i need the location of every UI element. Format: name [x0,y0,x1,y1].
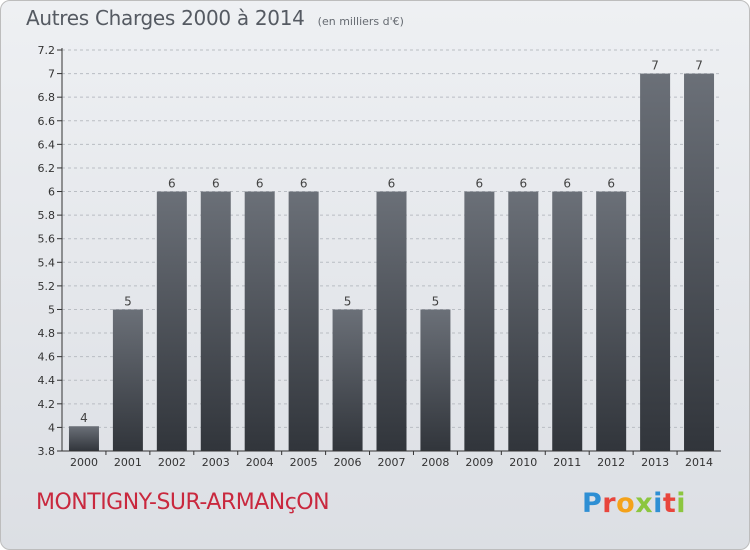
y-tick-label: 6.6 [38,115,56,128]
data-label: 7 [651,59,659,73]
logo-letter: t [662,488,677,519]
city-name: MONTIGNY-SUR-ARMANçON [36,490,330,515]
bar [464,191,495,451]
y-tick-label: 5.6 [38,233,56,246]
x-tick-label: 2000 [70,456,98,469]
bar [420,309,451,451]
x-tick-label: 2009 [465,456,493,469]
chart-subtitle: (en milliers d'€) [317,15,404,28]
data-label: 6 [256,177,264,191]
y-tick-label: 7 [48,68,55,81]
bar [200,191,231,451]
x-tick-label: 2013 [641,456,669,469]
data-label: 5 [344,294,352,308]
y-tick-label: 4.4 [38,374,56,387]
logo-letter: r [602,488,617,519]
axes [57,48,721,455]
y-tick-label: 5.8 [38,209,56,222]
labels: 3.8 4 4.2 4.4 4.6 4.8 5 5.2 5.4 5.6 5.8 6 6.2 6.4 6.6 6… [38,44,714,469]
bar [288,191,319,451]
bar [552,191,583,451]
chart-title: Autres Charges 2000 à 2014 [26,6,305,30]
bar [508,191,539,451]
bar [244,191,275,451]
bar [68,426,99,451]
data-label: 6 [476,177,484,191]
y-tick-label: 6.4 [38,138,56,151]
data-label: 6 [212,177,220,191]
y-tick-label: 4 [48,421,55,434]
x-tick-label: 2014 [685,456,713,469]
data-label: 5 [124,294,132,308]
data-label: 6 [168,177,176,191]
x-tick-label: 2002 [158,456,186,469]
bar [112,309,143,451]
x-tick-label: 2005 [290,456,318,469]
data-label: 7 [695,59,703,73]
data-label: 6 [519,177,527,191]
logo-letter: i [653,488,663,519]
y-tick-label: 5.2 [38,280,56,293]
data-label: 6 [300,177,308,191]
x-tick-label: 2011 [553,456,581,469]
data-label: 6 [607,177,615,191]
data-label: 6 [388,177,396,191]
logo-letter: x [635,488,654,519]
data-label: 5 [432,294,440,308]
y-tick-label: 6.8 [38,91,56,104]
y-tick-label: 6.2 [38,162,56,175]
y-tick-label: 5 [48,303,55,316]
data-label: 6 [563,177,571,191]
x-tick-label: 2010 [509,456,537,469]
x-tick-label: 2008 [421,456,449,469]
y-tick-label: 4.8 [38,327,56,340]
bar [684,73,715,452]
logo-letter: i [676,488,687,519]
bar [596,191,627,451]
bar [156,191,187,451]
x-tick-label: 2007 [378,456,406,469]
x-tick-label: 2012 [597,456,625,469]
bar [376,191,407,451]
y-tick-label: 3.8 [38,445,56,458]
logo-letter: o [616,488,636,519]
y-tick-label: 7.2 [38,44,56,57]
y-tick-label: 5.4 [38,256,56,269]
x-tick-label: 2003 [202,456,230,469]
x-tick-label: 2006 [334,456,362,469]
bar [332,309,363,451]
y-tick-label: 6 [48,186,55,199]
chart-title-row: Autres Charges 2000 à 2014 (en milliers … [26,6,404,30]
bar [640,73,671,452]
x-tick-label: 2001 [114,456,142,469]
bars [68,73,715,452]
x-tick-label: 2004 [246,456,274,469]
data-label: 4 [80,411,88,425]
proxiti-logo[interactable]: Proxiti [582,488,686,519]
y-tick-label: 4.6 [38,351,56,364]
logo-letter: P [582,488,603,519]
y-tick-label: 4.2 [38,398,56,411]
